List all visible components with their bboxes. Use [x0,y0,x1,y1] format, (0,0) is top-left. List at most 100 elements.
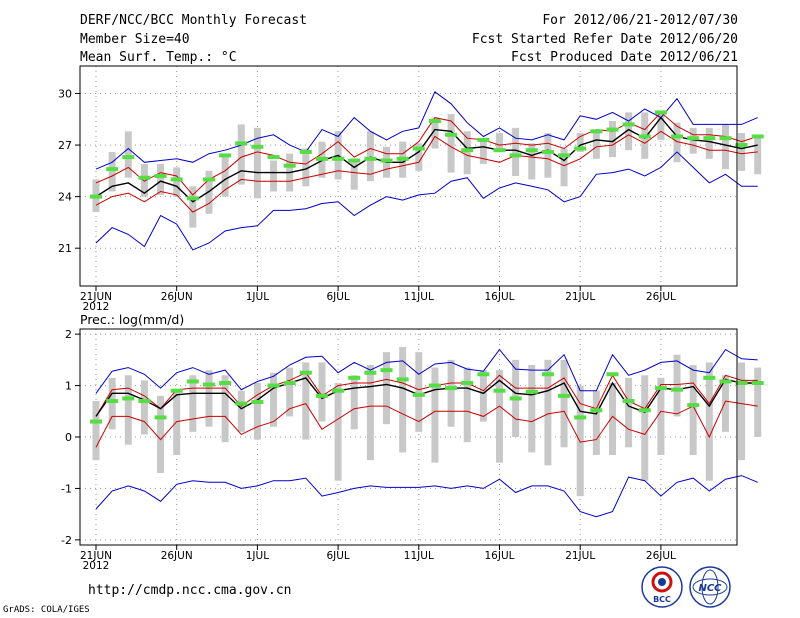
temp-spread-box [157,163,165,195]
prec-observed-marker [525,389,538,394]
prec-x-tick-label: 26JUN [161,550,193,562]
temp-observed-marker [299,149,312,154]
temp-spread-box [140,163,148,197]
prec-spread-box [625,377,633,448]
temp-spread-box [447,114,455,173]
temp-spread-box [237,124,245,185]
temp-spread-box [366,131,374,182]
forecast-start-date: Fcst Started Refer Date 2012/06/20 [471,32,738,47]
temp-observed-marker [90,194,102,199]
temp-spread-box [721,124,729,170]
temp-observed-marker [735,143,748,148]
prec-spread-box [560,359,568,448]
prec-spread-box [350,375,358,430]
prec-spread-box [318,362,326,422]
prec-spread-box [721,375,729,432]
temp-observed-marker [267,155,280,160]
prec-spread-box [124,375,132,445]
temp-observed-marker [170,177,183,182]
prec-x-tick-label: 11JUL [404,550,434,562]
temp-x-tick-label: 6JUL [326,291,349,303]
temp-spread-box [463,131,471,175]
prec-x-tick-label: 21JUN [80,550,112,562]
temp-lower-line [95,130,758,213]
prec-year-label: 2012 [83,560,110,572]
prec-observed-marker [493,388,506,393]
temp-observed-marker [558,153,571,158]
prec-observed-marker [202,382,215,387]
prec-observed-marker [719,379,732,384]
temp-x-tick-label: 21JUN [80,291,112,303]
temp-observed-marker [477,137,490,142]
variable-label: Mean Surf. Temp.: °C [80,50,237,65]
temp-observed-marker [219,153,232,158]
prec-spread-box [754,367,762,437]
prec-observed-marker [574,415,587,420]
temp-spread-box [754,134,762,175]
temp-spread-box [608,121,616,158]
temp-spread-box [544,133,552,178]
prec-spread-box [641,375,649,481]
prec-x-tick-label: 21JUL [565,550,595,562]
prec-observed-marker [687,403,700,408]
temp-spread-box [560,148,568,187]
temp-observed-marker [687,136,700,141]
prec-spread-box [302,362,310,440]
prec-spread-box [92,401,100,461]
temp-spread-box [270,160,278,192]
prec-spread-box [173,390,181,455]
temp-year-label: 2012 [83,301,110,313]
source-url[interactable]: http://cmdp.ncc.cma.gov.cn [88,583,292,598]
prec-observed-marker [154,415,167,420]
prec-observed-marker [364,370,377,375]
temp-spread-box [689,127,697,154]
prec-observed-marker [170,388,183,393]
temp-observed-marker [509,153,522,158]
prec-observed-marker [590,408,603,413]
temp-spread-box [592,133,600,159]
prec-observed-marker [735,381,748,385]
temp-observed-marker [493,148,506,153]
prec-observed-marker [283,381,296,385]
precip-label: Prec.: log(mm/d) [80,312,184,327]
temp-spread-box [302,148,310,187]
temperature-chart: 21 24 27 30 21JUN 26JUN 1JUL 6JUL 11JUL 16JUL 21JU… [58,65,764,313]
temp-observed-marker [590,129,603,134]
prec-spread-box [253,383,261,440]
temp-observed-marker [428,119,441,123]
temp-observed-marker [283,163,296,168]
prec-observed-marker [509,396,522,401]
temp-observed-marker [541,149,554,154]
prec-observed-marker [122,396,135,401]
temp-observed-marker [364,156,377,161]
prec-spread-box [221,375,229,443]
prec-observed-marker [186,379,199,384]
temp-spread-box [479,138,487,164]
temp-observed-marker [751,134,764,139]
temp-spread-box [108,151,116,192]
grads-credit: GrADS: COLA/IGES [3,605,90,615]
prec-observed-marker [445,386,458,391]
prec-x-tick-label: 1JUL [246,550,269,562]
temp-observed-marker [525,148,538,153]
prec-max-line [95,348,758,394]
prec-observed-marker [315,393,328,398]
temp-spread-box [738,133,746,171]
prec-upper-line [95,372,758,417]
prec-spread-box [496,370,503,463]
prec-observed-marker [138,399,151,403]
prec-spread-box [157,395,165,473]
temp-observed-marker [622,122,635,127]
temp-spread-box [124,131,132,178]
temp-spread-box [576,133,584,152]
temp-spread-box [625,112,633,151]
prec-observed-marker [380,368,393,373]
temp-spread-box [512,127,520,176]
precipitation-chart: -2 -1 0 1 2 21JUN 26JUN 1JUL 6JUL 11JUL 16JUL 21JUL… [61,328,764,572]
temp-spread-box [253,127,261,199]
prec-spread-box [270,372,278,427]
prec-observed-marker [332,388,345,393]
temp-observed-marker [251,144,264,149]
prec-spread-box [608,383,616,455]
prec-spread-box [544,359,552,466]
